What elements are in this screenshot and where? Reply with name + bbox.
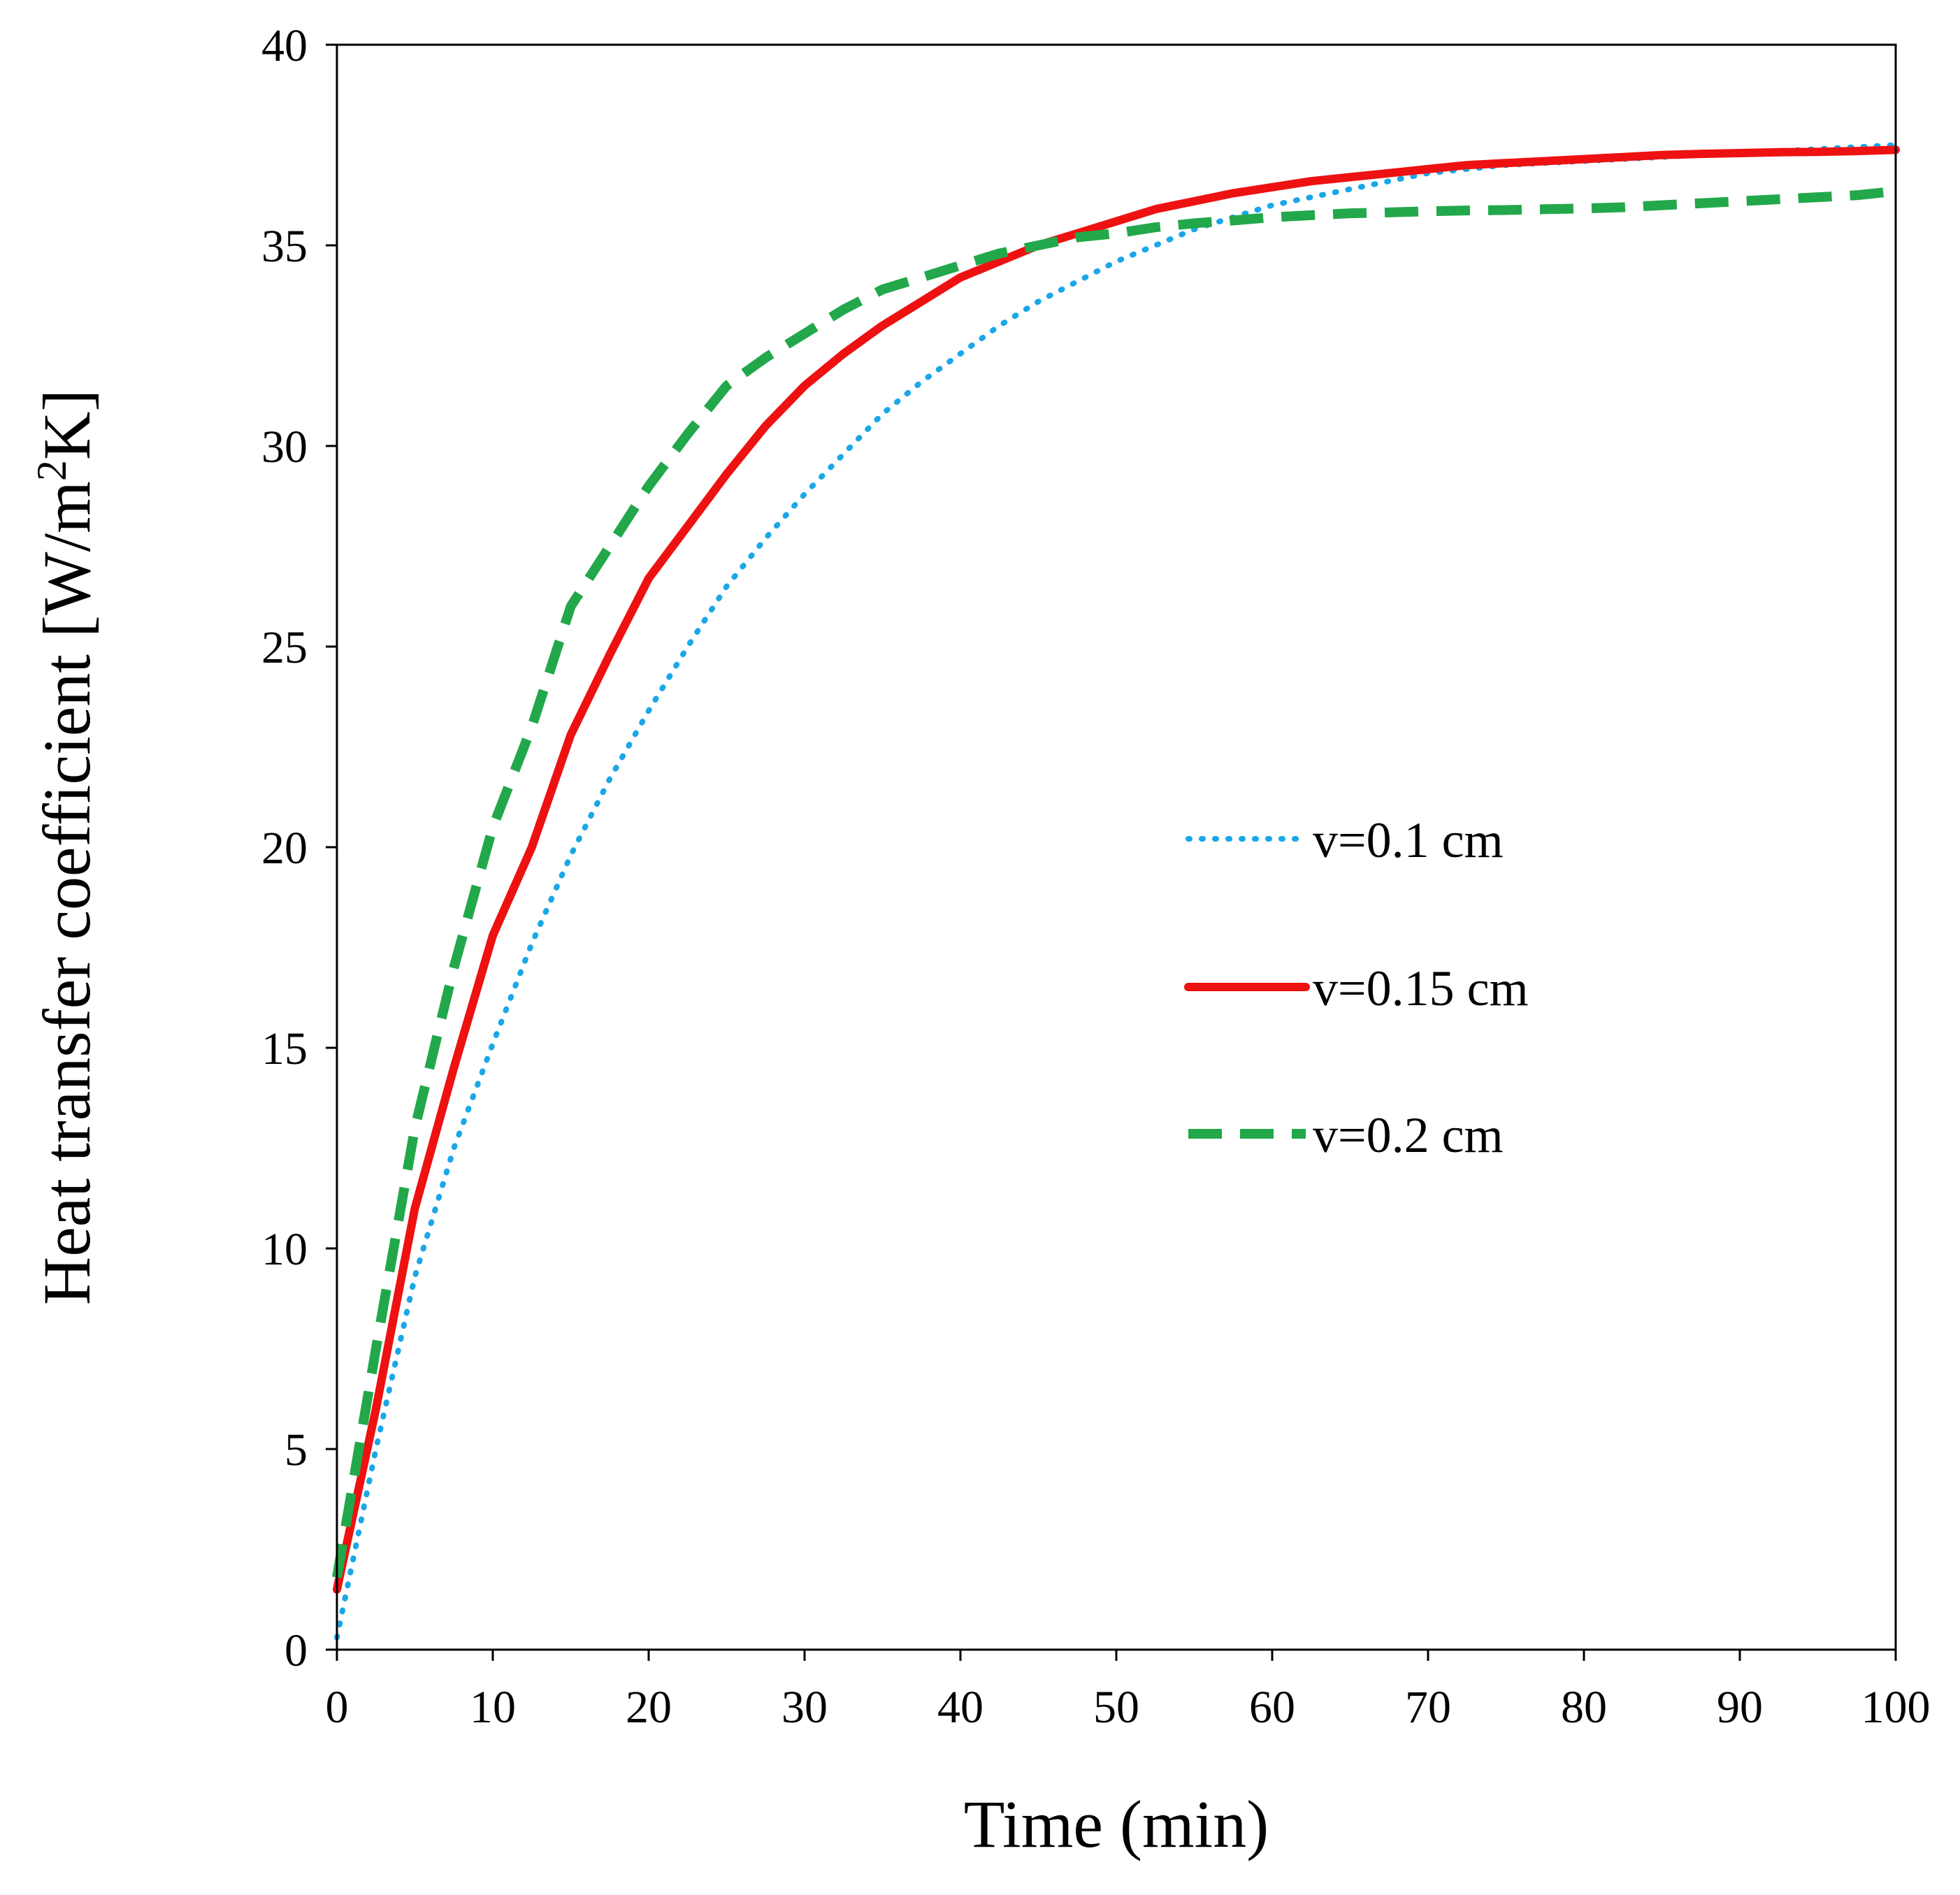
ticks-layer: 0 10 20 30 40 50 60 70 80 90 100 0 5 10 15 20 25 30 35 40 [261, 20, 1931, 1733]
series-line [333, 145, 1900, 1594]
y-tick-label: 40 [261, 20, 308, 71]
y-axis-title: Heat transfer coefficient [W/m2K] [29, 389, 104, 1305]
series-layer [332, 142, 1900, 1641]
x-tick-label: 0 [326, 1682, 349, 1733]
y-tick-label: 30 [261, 421, 308, 473]
y-axis-title-main: Heat transfer coefficient [W/m [29, 481, 104, 1305]
y-tick-label: 5 [284, 1425, 308, 1476]
x-tick-label: 60 [1249, 1682, 1295, 1733]
x-axis-title: Time (min) [964, 1787, 1269, 1861]
x-tick-label: 90 [1717, 1682, 1763, 1733]
series-2 [333, 145, 1900, 1594]
x-tick-label: 50 [1093, 1682, 1139, 1733]
series-line [332, 186, 1896, 1578]
legend: v=0.1 cm v=0.15 cm v=0.2 cm [1184, 812, 1529, 1163]
y-tick-label: 15 [261, 1023, 308, 1074]
y-tick-label: 10 [261, 1224, 308, 1275]
y-tick-label: 20 [261, 823, 308, 874]
legend-item: v=0.1 cm [1186, 812, 1504, 868]
x-tick-label: 40 [937, 1682, 983, 1733]
x-tick-label: 10 [470, 1682, 516, 1733]
x-tick-label: 30 [781, 1682, 828, 1733]
x-tick-label: 80 [1561, 1682, 1607, 1733]
y-tick-label: 25 [261, 622, 308, 673]
series-3 [332, 186, 1896, 1578]
x-tick-label: 70 [1405, 1682, 1451, 1733]
x-tick-label: 20 [626, 1682, 672, 1733]
y-axis-title-superscript: 2 [29, 460, 75, 481]
x-tick-label: 100 [1861, 1682, 1931, 1733]
y-tick-label: 0 [284, 1625, 308, 1676]
legend-label: v=0.15 cm [1313, 960, 1529, 1016]
legend-item: v=0.15 cm [1184, 960, 1529, 1016]
legend-label: v=0.1 cm [1313, 812, 1504, 868]
y-tick-label: 35 [261, 221, 308, 272]
legend-label: v=0.2 cm [1313, 1107, 1504, 1163]
y-axis-title-suffix: K] [29, 389, 104, 460]
legend-item: v=0.2 cm [1188, 1107, 1504, 1163]
